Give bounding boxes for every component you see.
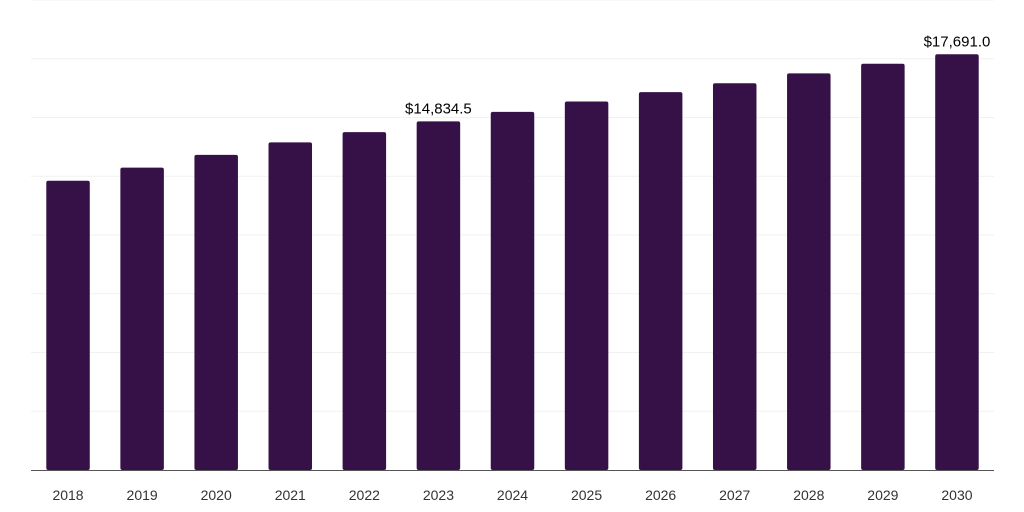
x-tick-label-2023: 2023 — [423, 487, 454, 503]
x-tick-label-2030: 2030 — [941, 487, 972, 503]
data-label-2023: $14,834.5 — [405, 100, 472, 117]
x-tick-label-2021: 2021 — [275, 487, 306, 503]
x-tick-label-2022: 2022 — [349, 487, 380, 503]
bar-2030[interactable] — [935, 54, 979, 470]
x-tick-label-2020: 2020 — [201, 487, 232, 503]
bar-2026[interactable] — [638, 92, 683, 471]
bar-2021[interactable] — [268, 142, 313, 470]
x-tick-label-2028: 2028 — [793, 487, 824, 503]
bar-2024[interactable] — [490, 111, 535, 471]
bar-2018[interactable] — [46, 180, 90, 470]
data-label-2030: $17,691.0 — [924, 33, 991, 50]
x-tick-label-2029: 2029 — [867, 487, 898, 503]
x-tick-label-2025: 2025 — [571, 487, 602, 503]
bar-2019[interactable] — [120, 167, 164, 471]
x-tick-label-2019: 2019 — [127, 487, 158, 503]
bar-2020[interactable] — [194, 154, 238, 470]
x-tick-labels: 2018 2019 2020 2021 2022 2023 2024 2025 2026 2027… — [52, 487, 972, 503]
x-tick-label-2027: 2027 — [719, 487, 750, 503]
x-tick-label-2018: 2018 — [52, 487, 83, 503]
bars — [46, 54, 979, 471]
bar-2029[interactable] — [861, 63, 905, 470]
bar-2022[interactable] — [342, 132, 387, 470]
x-tick-label-2024: 2024 — [497, 487, 528, 503]
bar-2028[interactable] — [787, 73, 831, 470]
data-labels: $14,834.5 $17,691.0 — [405, 33, 990, 117]
bar-2027[interactable] — [712, 83, 757, 470]
bar-2023[interactable] — [416, 121, 461, 470]
x-tick-label-2026: 2026 — [645, 487, 676, 503]
bar-2025[interactable] — [564, 101, 609, 471]
